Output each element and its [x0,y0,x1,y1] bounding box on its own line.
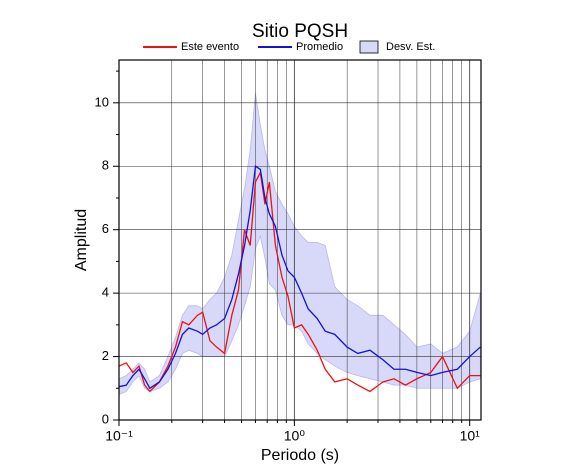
legend-label: Este evento [181,41,239,53]
y-tick-label: 10 [95,94,109,109]
y-tick-label: 8 [102,158,109,173]
x-axis-label: Periodo (s) [261,447,339,464]
legend-label: Promedio [296,41,343,53]
x-tick-label: 10⁰ [284,428,306,444]
legend-label: Desv. Est. [386,41,435,53]
y-axis-label: Amplitud [73,209,90,271]
chart-title: Sitio PQSH [252,21,348,42]
std-band [118,93,481,396]
y-tick-label: 2 [102,348,109,363]
legend-swatch [359,40,379,54]
y-tick-label: 4 [102,285,109,300]
y-tick-label: 6 [102,221,109,236]
series-line [118,165,481,390]
series-line [118,170,481,393]
x-tick-label: 10¹ [460,428,481,444]
x-tick-label: 10⁻¹ [105,428,133,444]
y-tick-label: 0 [102,411,109,426]
plot-frame [118,59,482,421]
